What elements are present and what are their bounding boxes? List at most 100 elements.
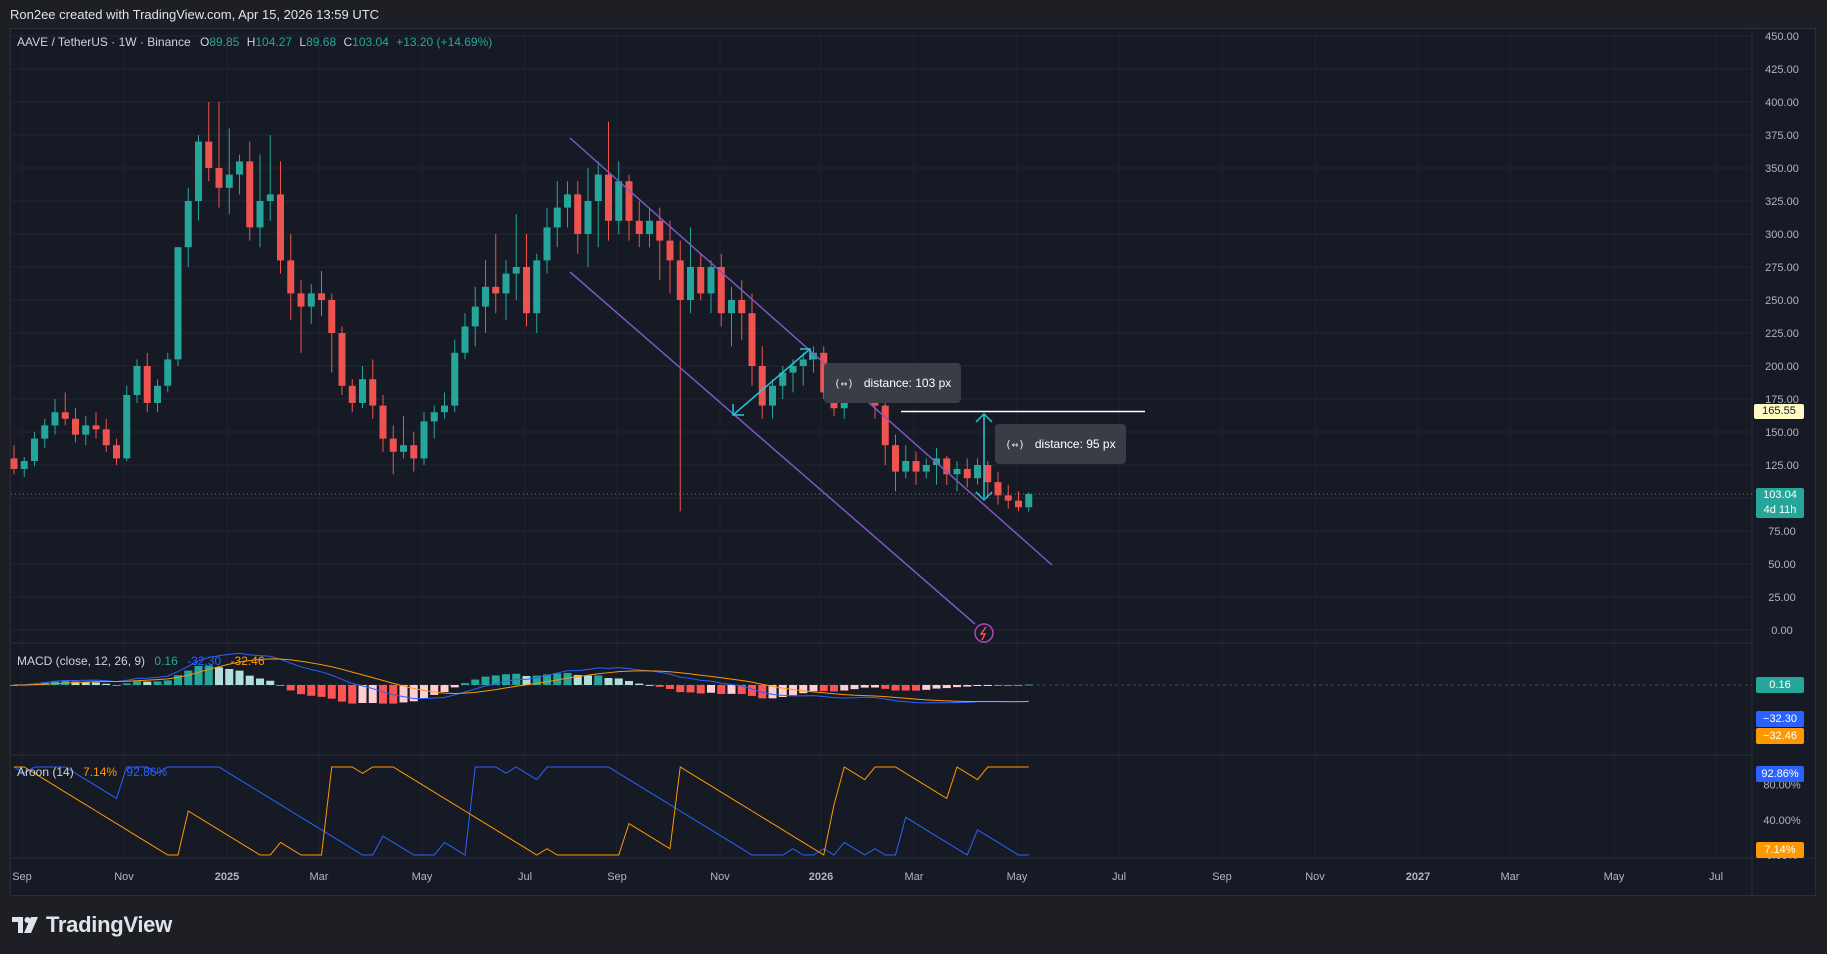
macd-histogram-bar <box>297 685 305 695</box>
ohlc-l-value: 89.68 <box>306 35 337 49</box>
macd-histogram-bar <box>819 685 828 692</box>
distance-tooltip-1[interactable]: (↔) distance: 103 px <box>824 363 962 403</box>
candle-body <box>1025 493 1033 508</box>
candle-body <box>72 418 79 435</box>
candle-body <box>20 461 28 469</box>
macd-histogram-bar <box>112 685 121 686</box>
candle-body <box>205 141 213 168</box>
candle-body <box>246 161 254 228</box>
candle-body <box>225 174 233 188</box>
candle-body <box>123 395 131 459</box>
macd-histogram-bar <box>276 685 285 686</box>
macd-histogram-bar <box>348 685 357 704</box>
price-tick-label: 300.00 <box>1765 229 1799 241</box>
macd-histogram-bar <box>450 685 459 688</box>
candle-body <box>277 194 284 261</box>
time-axis: Sep Nov 2025 Mar May Jul Sep Nov 2026 Mar May Jul Se… <box>12 28 1723 883</box>
macd-histogram-bar <box>778 685 787 698</box>
candle-body <box>420 421 428 459</box>
macd-histogram-bar <box>830 685 838 692</box>
distance-tooltip-2-text: distance: 95 px <box>1034 437 1116 451</box>
macd-histogram-bar <box>604 678 613 685</box>
candle-body <box>51 412 59 426</box>
top-credit-bar: Ron2ee created with TradingView.com, Apr… <box>0 0 1827 28</box>
macd-histogram-bar <box>245 675 254 685</box>
macd-histogram-bar <box>645 684 654 686</box>
time-tick-label: Nov <box>1305 871 1325 883</box>
macd-histogram-bar <box>727 685 736 694</box>
macd-histogram-bar <box>420 685 428 699</box>
time-tick-label: May <box>1007 871 1028 883</box>
time-tick-label: May <box>1604 871 1625 883</box>
measure-arrowhead <box>732 404 744 416</box>
distance-tooltip-2[interactable]: (↔) distance: 95 px <box>995 424 1126 464</box>
candle-body <box>646 220 653 234</box>
macd-histogram-bar <box>676 685 685 693</box>
candle-body <box>195 141 202 201</box>
macd-histogram <box>10 665 1033 704</box>
symbol-title: AAVE / TetherUS · 1W · Binance <box>17 35 191 49</box>
tradingview-logo-icon <box>12 917 38 933</box>
time-tick-label: Jul <box>1709 871 1723 883</box>
aroon-up-tag: 92.86% <box>1756 766 1804 782</box>
macd-histogram-bar <box>850 685 859 690</box>
candle-body <box>471 306 479 327</box>
price-tick-label: 200.00 <box>1765 361 1799 373</box>
macd-histogram-bar <box>922 685 931 690</box>
macd-histogram-bar <box>153 681 162 685</box>
time-tick-label: 2025 <box>215 871 239 883</box>
candle-body <box>943 458 951 475</box>
candle-body <box>143 366 151 403</box>
candle-body <box>307 293 315 307</box>
candle-body <box>974 465 981 479</box>
candle-body <box>184 201 192 248</box>
price-axis: 450.00 425.00 400.00 375.00 350.00 325.00 300.… <box>11 31 1799 637</box>
channel-upper-line <box>569 137 1053 566</box>
macd-histogram-bar <box>235 670 244 685</box>
macd-histogram-bar <box>532 675 541 685</box>
candle-body <box>615 181 623 221</box>
measure-icon: (↔) <box>834 377 854 390</box>
macd-histogram-bar <box>51 681 59 685</box>
macd-histogram-bar <box>522 676 531 685</box>
time-tick-label: Jul <box>1112 871 1126 883</box>
aroon-down-tag: 7.14% <box>1756 842 1804 858</box>
candle-body <box>410 445 418 459</box>
macd-histogram-bar <box>973 685 982 686</box>
price-tick-label: 125.00 <box>1765 460 1799 472</box>
macd-histogram-bar <box>573 675 582 685</box>
time-tick-label: Mar <box>905 871 924 883</box>
candles <box>10 102 1033 512</box>
candle-body <box>656 220 664 241</box>
candle-body <box>266 194 274 201</box>
time-tick-label: Mar <box>310 871 329 883</box>
macd-histogram-bar <box>1014 685 1023 686</box>
ohlc-o-label: O <box>199 35 210 49</box>
candle-body <box>523 267 530 314</box>
macd-histogram-bar <box>594 675 603 685</box>
ohlc-l-label: L <box>299 35 307 49</box>
candle-body <box>113 445 120 459</box>
candle-body <box>61 412 69 419</box>
macd-histogram-bar <box>1024 684 1033 686</box>
candle-body <box>717 267 725 314</box>
macd-histogram-bar <box>461 683 469 685</box>
candle-body <box>738 300 746 314</box>
tradingview-logo[interactable]: TradingView <box>12 912 172 938</box>
aroon-down-line <box>14 766 1029 856</box>
candle-body <box>236 161 243 175</box>
macd-histogram-bar <box>430 685 439 695</box>
macd-histogram-bar <box>502 674 510 685</box>
time-tick-label: Nov <box>114 871 134 883</box>
macd-histogram-bar <box>307 685 316 696</box>
time-tick-label: Sep <box>12 871 32 883</box>
aroon-down-value: 7.14% <box>83 765 118 779</box>
signal-line-tag: −32.46 <box>1756 728 1804 744</box>
candle-body <box>512 267 520 274</box>
macd-histogram-bar <box>809 685 818 692</box>
candle-body <box>328 300 336 333</box>
candle-body <box>379 405 387 439</box>
candle-body <box>482 286 489 307</box>
macd-line-tag: −32.30 <box>1756 711 1804 727</box>
